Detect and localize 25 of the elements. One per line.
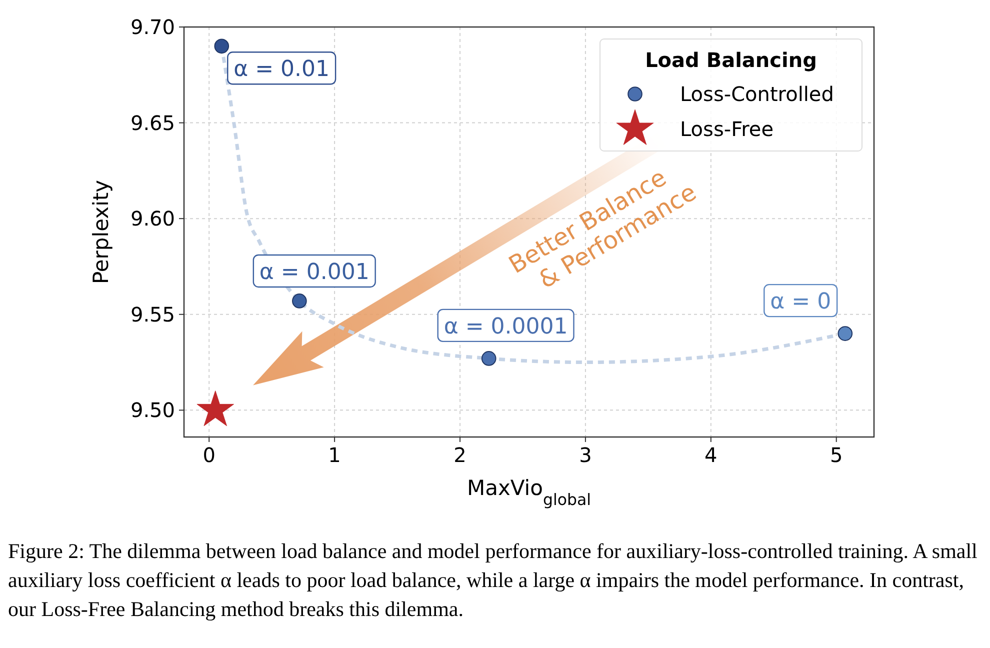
y-tick-label: 9.60 [130,206,175,231]
annotation: α = 0.001 [259,260,370,285]
y-tick-label: 9.50 [130,398,175,422]
x-axis-title: MaxVio$_{global}$ [466,476,592,508]
point [292,294,307,308]
point [481,351,496,366]
annotation: α = 0 [770,290,832,315]
x-tick-label: 0 [202,443,216,467]
x-tick-label: 5 [830,443,843,467]
y-tick-label: 9.70 [130,15,175,39]
legend-label: Loss-Controlled [680,82,834,106]
annotation: α = 0.0001 [444,314,568,340]
point [838,326,853,341]
point [214,38,230,54]
legend-label: Loss-Free [680,117,774,141]
x-tick-label: 3 [579,443,592,467]
y-tick-label: 9.65 [130,110,175,135]
x-tick-label: 2 [454,443,466,467]
x-tick-label: 1 [328,443,341,467]
y-tick-label: 9.55 [130,302,175,326]
x-tick-label: 4 [704,443,718,467]
legend-title: Load Balancing [645,48,817,72]
annotation: α = 0.01 [234,57,330,82]
y-axis-title: Perplexity [89,180,113,284]
caption: Figure 2: The dilemma between load balance and model performance for auxiliary-loss-controlled training. A small auxiliary loss coefficient α leads to poor load balance, while a large α impairs the model performance. In contrast, our Loss-Free Balancing method breaks this dilemma. [8,539,978,621]
